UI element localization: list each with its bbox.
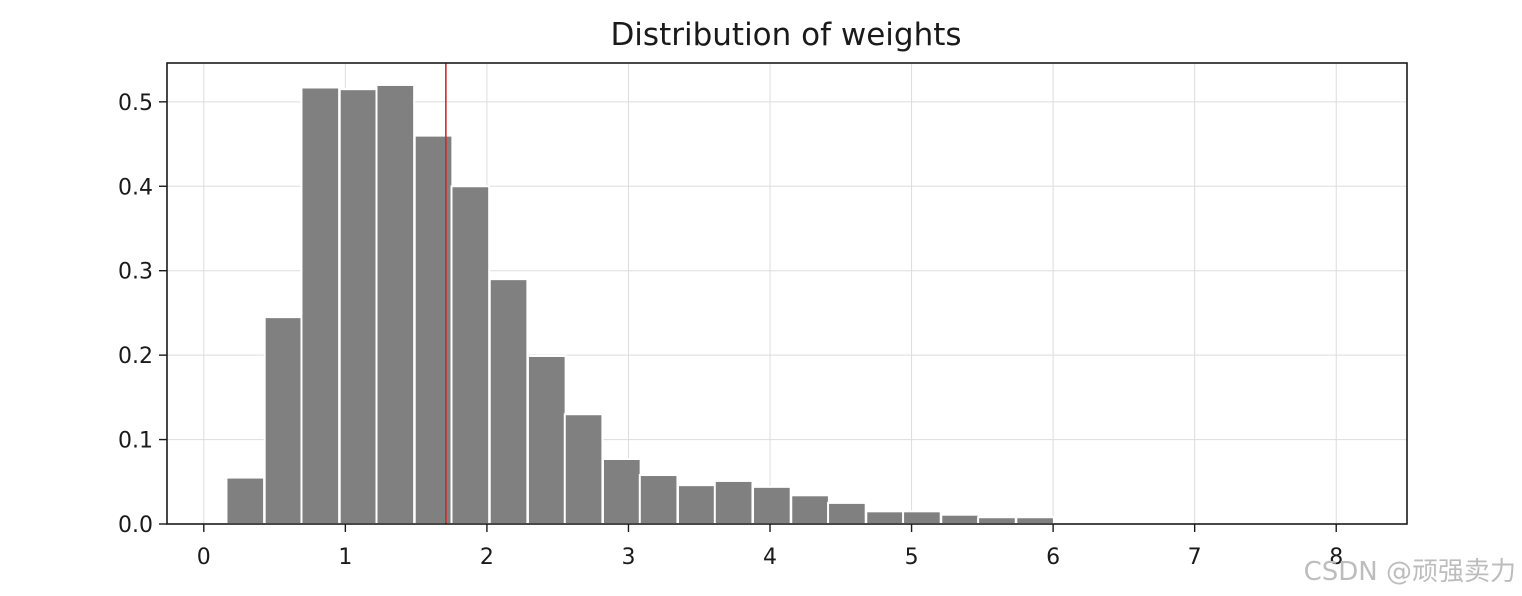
histogram-bar	[677, 484, 717, 525]
histogram-bar	[1015, 516, 1055, 526]
x-tick-label: 7	[1188, 545, 1202, 570]
histogram-bar	[902, 510, 942, 526]
bar-layer	[225, 83, 1055, 526]
histogram-bar	[413, 134, 454, 525]
histogram-bar	[263, 316, 304, 525]
histogram-bar	[638, 474, 679, 525]
histogram-bar	[865, 510, 905, 526]
x-axis-ticks: 0 1 2 3 4 5 6 7 8	[197, 524, 1343, 570]
histogram-bar	[977, 516, 1017, 526]
watermark: CSDN @顽强卖力	[1304, 557, 1516, 587]
x-tick-label: 1	[338, 545, 352, 570]
y-tick-label: 0.4	[118, 175, 153, 200]
x-tick-label: 6	[1046, 545, 1060, 570]
histogram-bar	[225, 476, 266, 525]
x-tick-label: 8	[1329, 545, 1343, 570]
x-tick-label: 3	[621, 545, 635, 570]
x-tick-label: 4	[763, 545, 777, 570]
x-tick-label: 5	[905, 545, 919, 570]
y-tick-label: 0.0	[118, 513, 153, 538]
histogram-bar	[526, 354, 567, 525]
histogram-bar	[488, 278, 529, 525]
histogram-bar	[790, 494, 830, 525]
plot-area-frame	[166, 62, 1408, 525]
y-tick-label: 0.2	[118, 344, 153, 369]
histogram-bar	[338, 88, 379, 526]
chart-title: Distribution of weights	[610, 17, 961, 53]
histogram-bar	[300, 86, 341, 525]
histogram-bar	[375, 83, 416, 525]
x-tick-label: 0	[197, 545, 211, 570]
y-tick-label: 0.3	[118, 260, 153, 285]
histogram-bar	[450, 185, 491, 525]
histogram-bar	[940, 513, 980, 526]
histogram-bar	[601, 457, 642, 525]
y-tick-label: 0.1	[118, 429, 153, 454]
y-axis-ticks: 0.0 0.1 0.2 0.3 0.4 0.5	[118, 91, 167, 538]
histogram-bar	[713, 479, 754, 526]
histogram-bar	[752, 485, 792, 526]
y-tick-label: 0.5	[118, 91, 153, 116]
histogram-bar	[827, 501, 867, 525]
histogram-bar	[563, 413, 604, 525]
x-tick-label: 2	[480, 545, 494, 570]
